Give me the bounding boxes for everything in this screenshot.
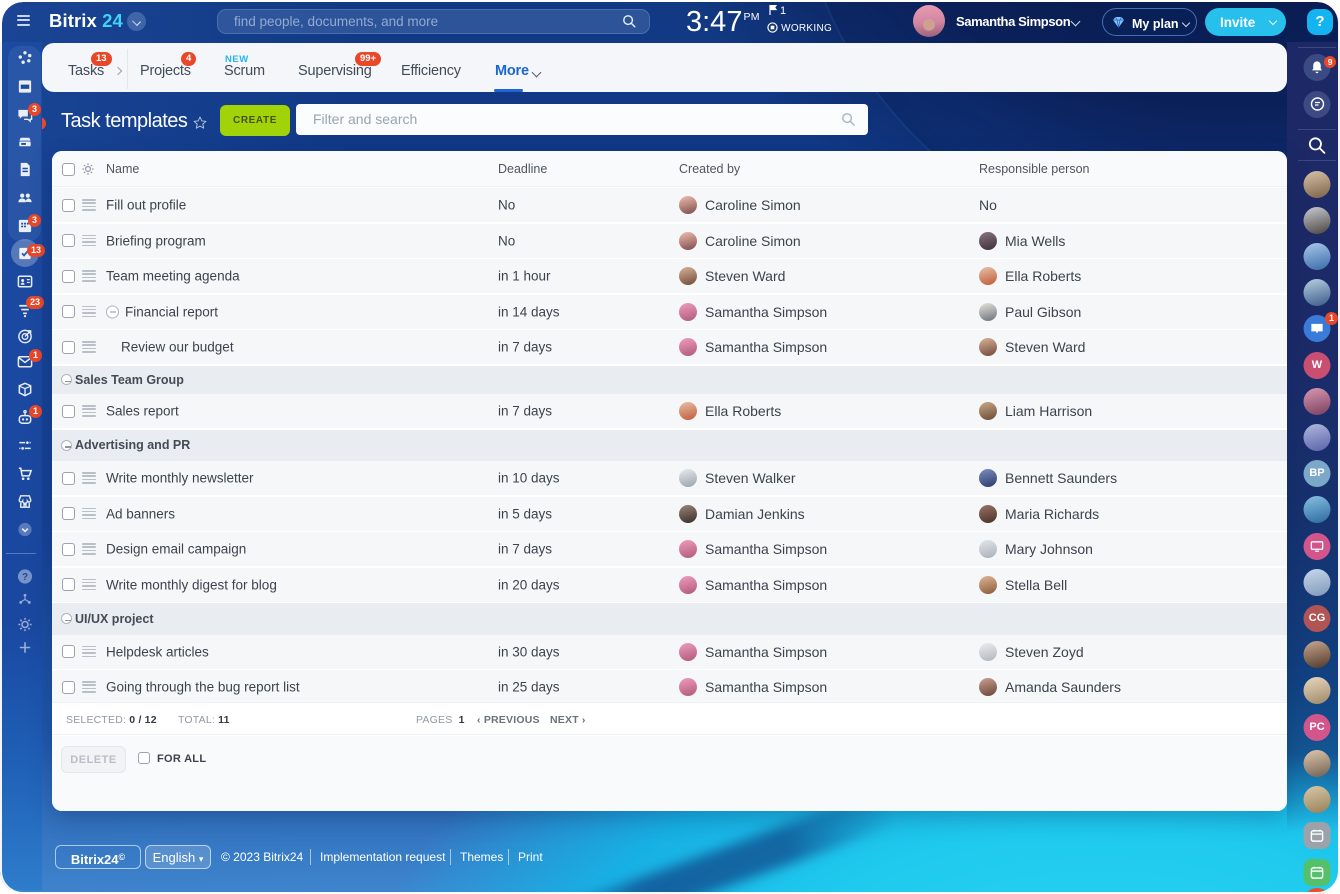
svg-text:?: ? <box>22 572 28 583</box>
